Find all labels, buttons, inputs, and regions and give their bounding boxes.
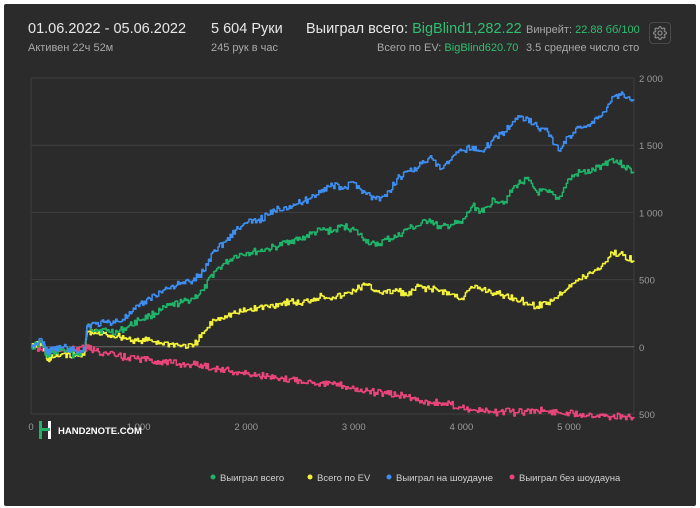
x-tick-label: 1 000 (127, 422, 151, 433)
legend-item[interactable]: Выиграл без шоудауна (509, 473, 622, 484)
legend-marker (386, 474, 392, 480)
ev-total-value: BigBlind620.70 (444, 42, 519, 54)
hands-count: 5 604 Руки (211, 21, 283, 37)
series-lines (31, 91, 635, 421)
ev-total: Всего по EV: BigBlind620.70 (377, 42, 518, 54)
legend-marker (210, 474, 216, 480)
logo-text: HAND2NOTE.COM (58, 426, 142, 437)
y-tick-label: 1 500 (639, 141, 663, 152)
legend-label: Выиграл на шоудауне (396, 473, 493, 484)
average-stack: 3.5 среднее число сто (526, 42, 640, 54)
settings-button[interactable] (649, 22, 671, 44)
x-tick-label: 2 000 (234, 422, 258, 433)
legend-item[interactable]: Выиграл на шоудауне (386, 473, 494, 484)
series-ev (31, 249, 635, 363)
x-tick-label: 0 (28, 422, 33, 433)
chart-panel: 01.06.2022 - 05.06.2022 Активен 22ч 52м … (4, 4, 696, 506)
date-range: 01.06.2022 - 05.06.2022 (28, 21, 187, 37)
legend-marker (307, 474, 313, 480)
y-tick-label: 0 (639, 343, 644, 354)
x-tick-label: 5 000 (557, 422, 581, 433)
series-showdown (31, 91, 635, 356)
hands-per-hour: 245 рук в час (211, 42, 279, 54)
y-tick-label: 500 (639, 276, 655, 287)
x-tick-label: 3 000 (342, 422, 366, 433)
logo-icon (39, 421, 51, 439)
series-won-total (31, 157, 635, 359)
legend-label: Всего по EV (317, 473, 371, 484)
won-total-label: Выиграл всего: (306, 21, 409, 37)
won-total: Выиграл всего: BigBlind1,282.22 (306, 21, 522, 37)
legend-label: Выиграл всего (220, 473, 284, 484)
y-tick-label: 2 000 (639, 74, 663, 85)
legend-item[interactable]: Выиграл всего (210, 473, 285, 484)
gear-icon (653, 26, 667, 40)
series-non-showdown (31, 343, 635, 421)
bankroll-chart: 2 000 1 500 1 000 500 0 500 0 1 000 2 000 3 000 4 … (28, 74, 662, 484)
grid (30, 77, 635, 415)
legend-item[interactable]: Всего по EV (307, 473, 371, 484)
winrate-label: Винрейт: (526, 24, 573, 36)
y-tick-label: 1 000 (639, 208, 663, 219)
ev-total-label: Всего по EV: (377, 42, 442, 54)
y-tick-label: 500 (639, 410, 655, 421)
x-tick-label: 4 000 (450, 422, 474, 433)
legend-label: Выиграл без шоудауна (519, 473, 621, 484)
tick-labels: 2 000 1 500 1 000 500 0 500 0 1 000 2 000 3 000 4 … (28, 74, 662, 433)
legend: Выиграл всего Всего по EV Выиграл на шоуда… (210, 473, 622, 484)
logo: HAND2NOTE.COM (39, 421, 142, 439)
won-total-value: BigBlind1,282.22 (412, 21, 522, 37)
winrate: Винрейт: 22.88 бб/100 (526, 24, 640, 36)
active-time: Активен 22ч 52м (28, 42, 114, 54)
winrate-value: 22.88 бб/100 (575, 24, 640, 36)
legend-marker (509, 474, 515, 480)
